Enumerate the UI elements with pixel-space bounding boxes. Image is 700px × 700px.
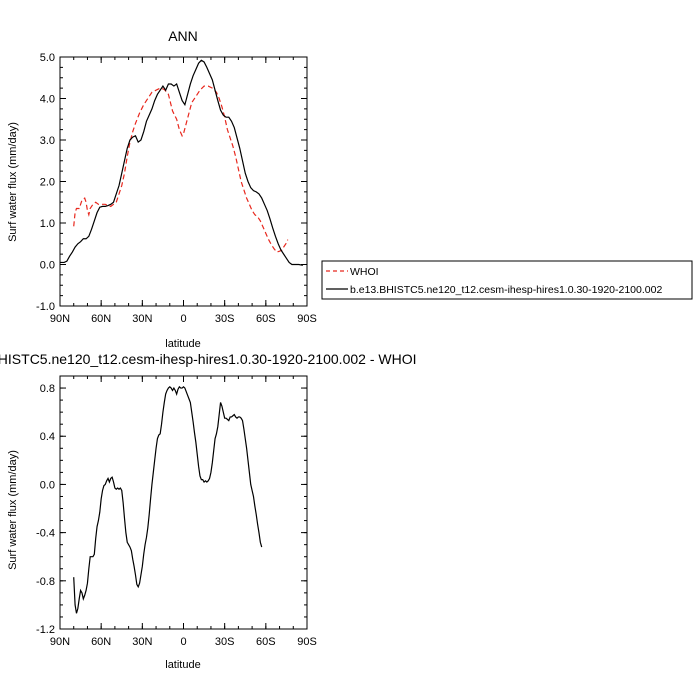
top-x-tick-label: 60N: [91, 313, 111, 325]
bottom-y-tick-label: 0.0: [40, 479, 55, 491]
bottom-series-0-line: [73, 385, 263, 614]
bottom-plot-area: 90N 60N 30N 0 30S 60S 90S -1.2 -0.8 -0.4 0.0 0.4 0.8: [36, 375, 317, 648]
legend: WHOI b.e13.BHISTC5.ne120_t12.cesm-ihesp-…: [321, 260, 693, 300]
legend-whoi-label: WHOI: [350, 266, 379, 278]
bottom-frame: [59, 375, 308, 630]
top-x-tick-label: 30N: [132, 313, 152, 325]
top-frame: [59, 56, 308, 307]
top-y-tick-label: 1.0: [40, 218, 55, 230]
top-y-tick-label: 0.0: [40, 260, 55, 272]
top-x-tick-label: 90S: [297, 313, 317, 325]
top-series-0-line: [73, 85, 289, 253]
top-y-tick-label: -1.0: [36, 301, 55, 313]
top-x-axis-label: latitude: [165, 338, 200, 350]
bottom-y-tick-label: -0.8: [36, 576, 55, 588]
bottom-x-tick-label: 90S: [297, 636, 317, 648]
top-y-tick-label: 3.0: [40, 135, 55, 147]
top-y-tick-label: 2.0: [40, 177, 55, 189]
top-x-tick-label: 30S: [215, 313, 235, 325]
bottom-y-tick-label: -0.4: [36, 528, 55, 540]
bottom-x-tick-label: 0: [180, 636, 186, 648]
bottom-y-tick-label: -1.2: [36, 624, 55, 636]
bottom-y-tick-label: 0.4: [40, 431, 55, 443]
top-y-tick-label: 5.0: [40, 52, 55, 64]
bottom-y-axis-label: Surf water flux (mm/day): [7, 450, 19, 570]
top-chart-title: ANN: [168, 28, 198, 44]
top-series-1-line: [60, 59, 303, 266]
top-y-tick-label: 4.0: [40, 94, 55, 106]
bottom-x-tick-label: 90N: [50, 636, 70, 648]
bottom-x-tick-label: 60S: [256, 636, 276, 648]
top-x-tick-label: 0: [180, 313, 186, 325]
bottom-x-axis-label: latitude: [165, 659, 200, 671]
top-x-tick-label: 60S: [256, 313, 276, 325]
bottom-panel: b.e13.BHISTC5.ne120_t12.cesm-ihesp-hires…: [0, 351, 416, 671]
legend-box: [321, 260, 693, 300]
bottom-x-tick-label: 30S: [215, 636, 235, 648]
bottom-y-tick-label: 0.8: [40, 383, 55, 395]
top-y-axis-label: Surf water flux (mm/day): [7, 122, 19, 242]
bottom-chart-title: b.e13.BHISTC5.ne120_t12.cesm-ihesp-hires…: [0, 351, 416, 367]
legend-model-label: b.e13.BHISTC5.ne120_t12.cesm-ihesp-hires…: [350, 284, 662, 296]
top-x-tick-label: 90N: [50, 313, 70, 325]
top-panel: ANN 90N 60N 30N 0 30S 60S 90S -1.0 0.0 1.0 2.0 3.0 4…: [7, 28, 317, 350]
bottom-x-tick-label: 30N: [132, 636, 152, 648]
bottom-x-tick-label: 60N: [91, 636, 111, 648]
top-plot-area: 90N 60N 30N 0 30S 60S 90S -1.0 0.0 1.0 2.0 3.0 4.0 5.…: [36, 52, 317, 325]
